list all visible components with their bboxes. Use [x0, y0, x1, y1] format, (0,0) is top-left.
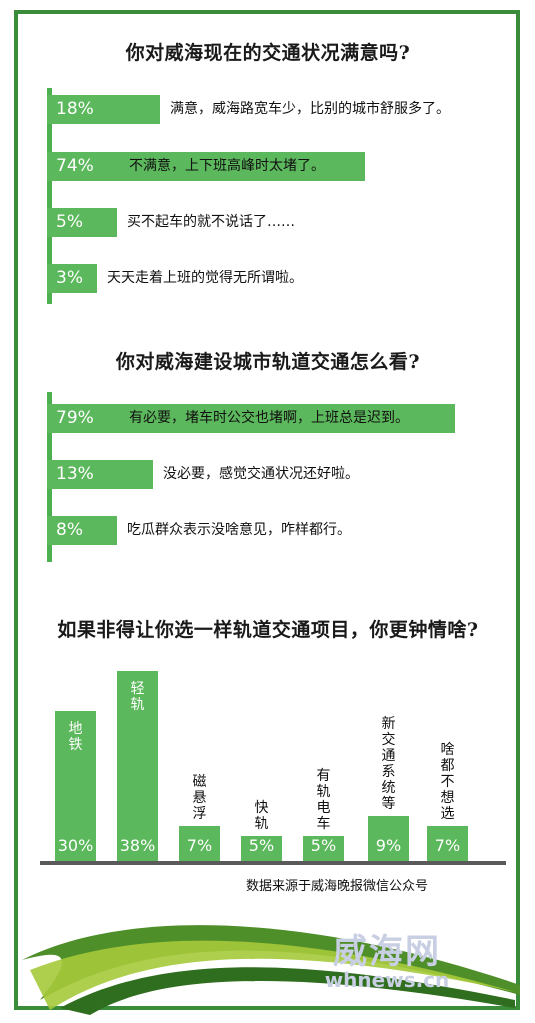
vbar-2: 7%: [179, 826, 220, 861]
vbar-4: 5%: [303, 836, 344, 861]
vbar-1: 38%: [117, 671, 158, 861]
hbar-pct-label: 8%: [56, 520, 83, 540]
hbar-text-label: 有必要，堵车时公交也堵啊，上班总是迟到。: [129, 410, 409, 426]
vbar-category-label: 啥都不想选: [440, 742, 455, 822]
hbar-text-label: 天天走着上班的觉得无所谓啦。: [107, 270, 303, 286]
q2-title: 你对威海建设城市轨道交通怎么看?: [115, 351, 421, 373]
hbar-text-label: 没必要，感觉交通状况还好啦。: [163, 466, 359, 482]
hbar-q2-1: 13%: [47, 460, 153, 489]
hbar-pct-label: 3%: [56, 268, 83, 288]
hbar-q2-0: 79%: [47, 404, 455, 433]
vbar-category-label: 磁悬浮: [192, 774, 207, 822]
vbar-category-label: 地铁: [68, 721, 83, 753]
vbar-5: 9%: [368, 816, 409, 861]
q1-title: 你对威海现在的交通状况满意吗?: [125, 42, 411, 64]
green-swoosh-decoration: [22, 925, 520, 1015]
vbar-category-label: 轻轨: [130, 681, 145, 713]
vbar-0: 30%: [55, 711, 96, 861]
vbar-pct-label: 38%: [119, 836, 156, 855]
vbar-3: 5%: [241, 836, 282, 861]
vbar-pct-label: 7%: [186, 836, 213, 855]
hbar-q2-2: 8%: [47, 516, 117, 545]
q3-title: 如果非得让你选一样轨道交通项目，你更钟情啥?: [57, 619, 479, 641]
vbar-6: 7%: [427, 826, 468, 861]
source-note: 数据来源于威海晚报微信公众号: [246, 879, 429, 894]
vbar-pct-label: 5%: [310, 836, 337, 855]
hbar-pct-label: 13%: [56, 464, 94, 484]
vbar-category-label: 新交通系统等: [381, 716, 396, 812]
hbar-pct-label: 18%: [56, 99, 94, 119]
vbar-category-label: 快轨: [254, 800, 269, 832]
hbar-text-label: 满意，威海路宽车少，比别的城市舒服多了。: [170, 101, 450, 117]
hbar-q1-3: 3%: [47, 264, 97, 293]
hbar-q1-0: 18%: [47, 95, 160, 124]
hbar-pct-label: 5%: [56, 212, 83, 232]
vbar-pct-label: 7%: [434, 836, 461, 855]
hbar-q1-1: 74%: [47, 152, 365, 181]
hbar-text-label: 不满意，上下班高峰时太堵了。: [129, 158, 325, 174]
vbar-pct-label: 30%: [57, 836, 94, 855]
watermark-logo: 威海网: [333, 932, 441, 972]
hbar-q1-2: 5%: [47, 208, 117, 237]
q1-axis-line: [47, 88, 52, 304]
hbar-pct-label: 79%: [56, 408, 94, 428]
hbar-text-label: 吃瓜群众表示没啥意见，咋样都行。: [127, 522, 351, 538]
vbar-pct-label: 9%: [375, 836, 402, 855]
q3-x-axis: [40, 861, 506, 865]
watermark-url: whnews.cn: [324, 968, 450, 992]
vbar-pct-label: 5%: [248, 836, 275, 855]
vbar-category-label: 有轨电车: [316, 768, 331, 832]
hbar-text-label: 买不起车的就不说话了……: [127, 214, 295, 230]
hbar-pct-label: 74%: [56, 156, 94, 176]
